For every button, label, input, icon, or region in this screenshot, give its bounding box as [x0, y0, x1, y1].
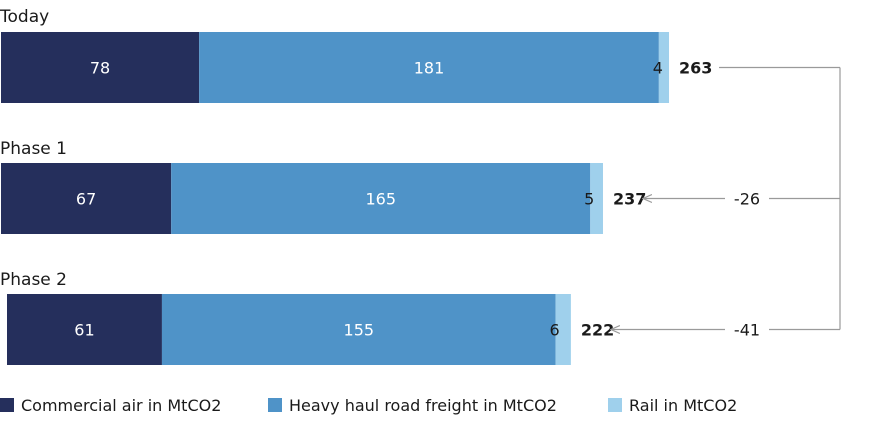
data-label: 67	[76, 190, 96, 209]
bar-segment	[171, 163, 591, 234]
data-label: 165	[365, 190, 396, 209]
data-label: 155	[344, 321, 375, 340]
data-label: 5	[584, 190, 594, 209]
bar-segment	[1, 163, 172, 234]
legend-swatch	[268, 398, 282, 412]
data-label: 4	[653, 59, 663, 78]
total-label: 222	[581, 321, 614, 340]
bar-segment	[555, 294, 571, 365]
data-label: 6	[550, 321, 560, 340]
legend-label: Rail in MtCO2	[629, 396, 737, 415]
total-label: 237	[613, 190, 646, 209]
difference-label: -26	[734, 190, 760, 209]
legend-swatch	[608, 398, 622, 412]
bar-segment	[1, 32, 200, 103]
data-label: 181	[414, 59, 445, 78]
bar-segment	[7, 294, 162, 365]
data-label: 78	[90, 59, 110, 78]
legend-label: Commercial air in MtCO2	[21, 396, 221, 415]
category-label: Phase 1	[0, 139, 67, 159]
category-label: Today	[0, 7, 49, 27]
category-label: Phase 2	[0, 270, 67, 290]
legend-swatch	[0, 398, 14, 412]
bar-segment	[658, 32, 670, 103]
bar-segment	[590, 163, 603, 234]
data-label: 61	[74, 321, 94, 340]
bar-segment	[199, 32, 659, 103]
bar-segment	[161, 294, 556, 365]
legend-label: Heavy haul road freight in MtCO2	[289, 396, 557, 415]
difference-label: -41	[734, 321, 760, 340]
total-label: 263	[679, 59, 712, 78]
